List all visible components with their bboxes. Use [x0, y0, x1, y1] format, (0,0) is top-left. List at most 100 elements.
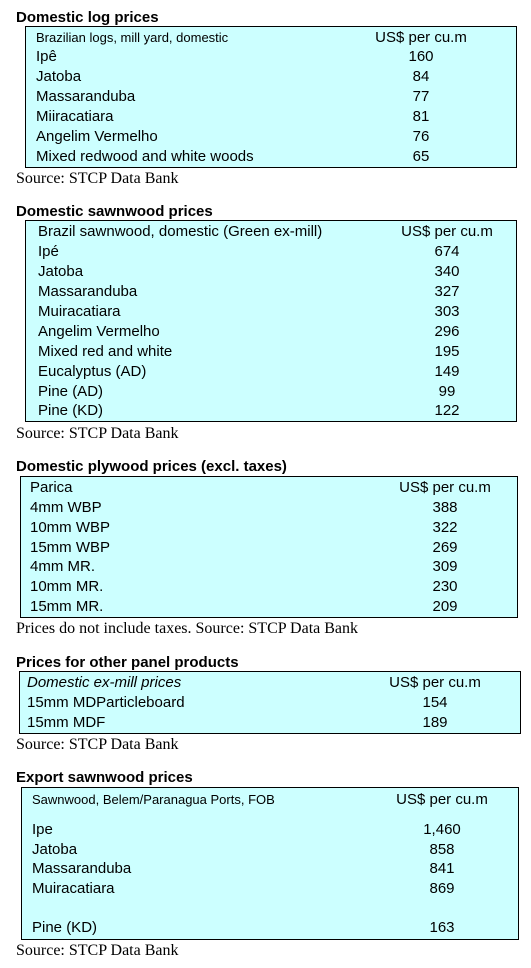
table-row: Pine (KD) 163	[22, 918, 518, 938]
row-label: Pine (KD)	[38, 402, 104, 419]
row-label: Muiracatiara	[32, 880, 115, 897]
table-row: Massaranduba 77	[26, 87, 516, 107]
table-row: Angelim Vermelho 76	[26, 127, 516, 147]
row-value: 76	[412, 128, 430, 145]
row-value: 841	[429, 860, 455, 877]
row-label: 10mm MR.	[30, 578, 104, 595]
row-label: 15mm MR.	[30, 598, 104, 615]
header-label: Sawnwood, Belem/Paranagua Ports, FOB	[32, 792, 275, 807]
section-title-sawnwood-prices: Domestic sawnwood prices	[16, 203, 213, 220]
row-label: Jatoba	[32, 841, 78, 858]
table-row: Angelim Vermelho 296	[26, 322, 516, 342]
row-label: Mixed redwood and white woods	[36, 148, 254, 165]
sawnwood-prices-table: Brazil sawnwood, domestic (Green ex-mill…	[25, 220, 517, 422]
table-header-row: Brazilian logs, mill yard, domestic US$ …	[26, 28, 516, 48]
header-unit: US$ per cu.m	[375, 29, 467, 46]
row-label: Eucalyptus (AD)	[38, 363, 147, 380]
row-value: 340	[434, 263, 460, 280]
row-label: Massaranduba	[38, 283, 138, 300]
row-value: 122	[434, 402, 460, 419]
table-row: Ipe 1,460	[22, 820, 518, 840]
row-label: 15mm MDF	[27, 714, 106, 731]
table-row: Eucalyptus (AD) 149	[26, 362, 516, 382]
source-note: Source: STCP Data Bank	[16, 170, 179, 187]
row-label: Pine (AD)	[38, 383, 104, 400]
row-label: 15mm MDParticleboard	[27, 694, 185, 711]
row-value: 189	[422, 714, 448, 731]
row-label: Ipe	[32, 821, 53, 838]
row-value: 84	[412, 68, 430, 85]
row-value: 388	[432, 499, 458, 516]
row-value: 858	[429, 841, 455, 858]
row-label: Ipê	[36, 48, 57, 65]
row-label: 10mm WBP	[30, 519, 111, 536]
row-label: 4mm WBP	[30, 499, 102, 516]
table-row: Massaranduba 327	[26, 282, 516, 302]
row-label: Massaranduba	[36, 88, 136, 105]
header-label: Domestic ex-mill prices	[27, 674, 182, 691]
header-label: Brazil sawnwood, domestic (Green ex-mill…	[38, 223, 323, 240]
plywood-prices-table: Parica US$ per cu.m 4mm WBP 388 10mm WBP…	[20, 476, 518, 618]
row-label: Mixed red and white	[38, 343, 173, 360]
source-note: Source: STCP Data Bank	[16, 736, 179, 753]
row-label: 15mm WBP	[30, 539, 111, 556]
header-unit: US$ per cu.m	[399, 479, 491, 496]
row-value: 149	[434, 363, 460, 380]
header-unit: US$ per cu.m	[401, 223, 493, 240]
row-value: 869	[429, 880, 455, 897]
header-unit: US$ per cu.m	[396, 791, 488, 808]
table-header-row: Parica US$ per cu.m	[21, 478, 517, 498]
source-note: Prices do not include taxes. Source: STC…	[16, 620, 359, 637]
table-row: 4mm WBP 388	[21, 498, 517, 518]
table-row: Jatoba 84	[26, 67, 516, 87]
table-row: 10mm WBP 322	[21, 518, 517, 538]
row-value: 81	[412, 108, 430, 125]
table-row: Miiracatiara 81	[26, 107, 516, 127]
table-row: Ipé 674	[26, 242, 516, 262]
table-header-row: Domestic ex-mill prices US$ per cu.m	[20, 673, 520, 693]
section-title-plywood-prices: Domestic plywood prices (excl. taxes)	[16, 458, 287, 475]
row-value: 674	[434, 243, 460, 260]
header-label: Brazilian logs, mill yard, domestic	[36, 30, 229, 45]
panel-prices-table: Domestic ex-mill prices US$ per cu.m 15m…	[19, 671, 521, 734]
table-row: Muiracatiara 303	[26, 302, 516, 322]
row-value: 209	[432, 598, 458, 615]
row-value: 160	[408, 48, 434, 65]
table-row: Muiracatiara 869	[22, 879, 518, 899]
row-value: 163	[429, 919, 455, 936]
row-value: 303	[434, 303, 460, 320]
row-label: Jatoba	[36, 68, 82, 85]
table-header-row: Brazil sawnwood, domestic (Green ex-mill…	[26, 222, 516, 242]
row-value: 230	[432, 578, 458, 595]
export-sawnwood-prices-table: Sawnwood, Belem/Paranagua Ports, FOB US$…	[21, 787, 519, 940]
table-row: Pine (AD) 99	[26, 382, 516, 402]
source-note: Source: STCP Data Bank	[16, 942, 179, 959]
row-value: 322	[432, 519, 458, 536]
row-value: 195	[434, 343, 460, 360]
row-label: Angelim Vermelho	[38, 323, 160, 340]
table-row: Massaranduba 841	[22, 859, 518, 879]
table-row: Pine (KD) 122	[26, 401, 516, 421]
row-value: 1,460	[423, 821, 461, 838]
row-value: 327	[434, 283, 460, 300]
section-title-log-prices: Domestic log prices	[16, 9, 159, 26]
table-row: Jatoba 340	[26, 262, 516, 282]
table-row: 15mm MDParticleboard 154	[20, 693, 520, 713]
table-row: 15mm MR. 209	[21, 597, 517, 617]
section-title-panel-prices: Prices for other panel products	[16, 654, 239, 671]
table-row: Jatoba 858	[22, 840, 518, 860]
row-label: Miiracatiara	[36, 108, 114, 125]
table-header-row: Sawnwood, Belem/Paranagua Ports, FOB US$…	[22, 790, 518, 810]
row-value: 154	[422, 694, 448, 711]
row-value: 269	[432, 539, 458, 556]
table-row: Ipê 160	[26, 47, 516, 67]
table-row: 15mm MDF 189	[20, 713, 520, 733]
row-label: Ipé	[38, 243, 59, 260]
table-row: Mixed red and white 195	[26, 342, 516, 362]
table-row: 10mm MR. 230	[21, 577, 517, 597]
table-row: Mixed redwood and white woods 65	[26, 147, 516, 167]
row-label: 4mm MR.	[30, 558, 95, 575]
row-label: Massaranduba	[32, 860, 132, 877]
row-value: 99	[438, 383, 456, 400]
header-label: Parica	[30, 479, 73, 496]
